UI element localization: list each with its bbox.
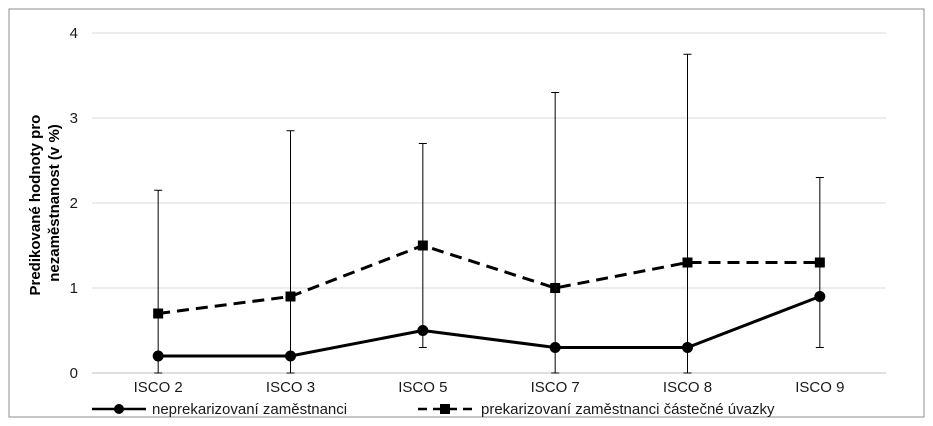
- y-axis-label-line-2: nezaměstnanost (v %): [46, 124, 63, 282]
- data-point-series-1: [814, 291, 826, 302]
- y-axis-label: Predikované hodnoty pro nezaměstnanost (…: [27, 110, 63, 295]
- data-point-series-2: [417, 240, 428, 251]
- error-bar: [551, 92, 560, 374]
- error-bar: [154, 189, 163, 374]
- gridlines: [92, 32, 886, 289]
- data-point-series-1: [285, 350, 296, 362]
- x-tick-label: ISCO 8: [663, 379, 712, 396]
- error-bar: [286, 130, 295, 374]
- y-tick-label: 4: [70, 25, 78, 42]
- legend-label-series-2: prekarizovaní zaměstnanci částečné úvazk…: [481, 401, 775, 418]
- series-lines: [157, 244, 821, 358]
- y-tick-label: 2: [70, 195, 78, 212]
- data-point-series-2: [682, 257, 693, 268]
- data-point-series-2: [153, 308, 164, 319]
- legend-marker-circle: [114, 404, 124, 414]
- legend: neprekarizovaní zaměstnanci prekarizovan…: [92, 401, 775, 418]
- legend-marker-square: [440, 404, 450, 414]
- x-tick-label: ISCO 2: [134, 379, 183, 396]
- series-markers: [152, 240, 826, 362]
- data-point-series-2: [550, 283, 561, 293]
- data-point-series-1: [682, 342, 693, 353]
- legend-item-series-1: neprekarizovaní zaměstnanci: [92, 401, 347, 418]
- x-tick-label: ISCO 5: [398, 379, 447, 396]
- y-tick-label: 3: [70, 110, 78, 127]
- y-axis-label-line-1: Predikované hodnoty pro: [27, 115, 44, 296]
- legend-item-series-2: prekarizovaní zaměstnanci částečné úvazk…: [418, 401, 775, 418]
- data-point-series-1: [152, 350, 164, 362]
- chart-border: [8, 8, 925, 418]
- y-tick-label: 0: [70, 365, 78, 382]
- series-line-2: [157, 244, 820, 315]
- x-tick-label: ISCO 3: [266, 379, 315, 396]
- y-tick-label: 1: [70, 280, 78, 297]
- x-axis-ticks: ISCO 2 ISCO 3 ISCO 5 ISCO 7 ISCO 8 ISCO 9: [134, 379, 845, 396]
- legend-label-series-1: neprekarizovaní zaměstnanci: [152, 401, 347, 418]
- error-bar: [683, 53, 692, 374]
- x-tick-label: ISCO 7: [531, 379, 580, 396]
- data-point-series-2: [285, 291, 296, 302]
- data-point-series-1: [417, 325, 429, 336]
- data-point-series-1: [549, 342, 561, 353]
- y-axis-ticks: 0 1 2 3 4: [70, 25, 78, 382]
- x-tick-label: ISCO 9: [795, 379, 844, 396]
- data-point-series-2: [814, 257, 825, 268]
- series-line-1: [158, 295, 821, 358]
